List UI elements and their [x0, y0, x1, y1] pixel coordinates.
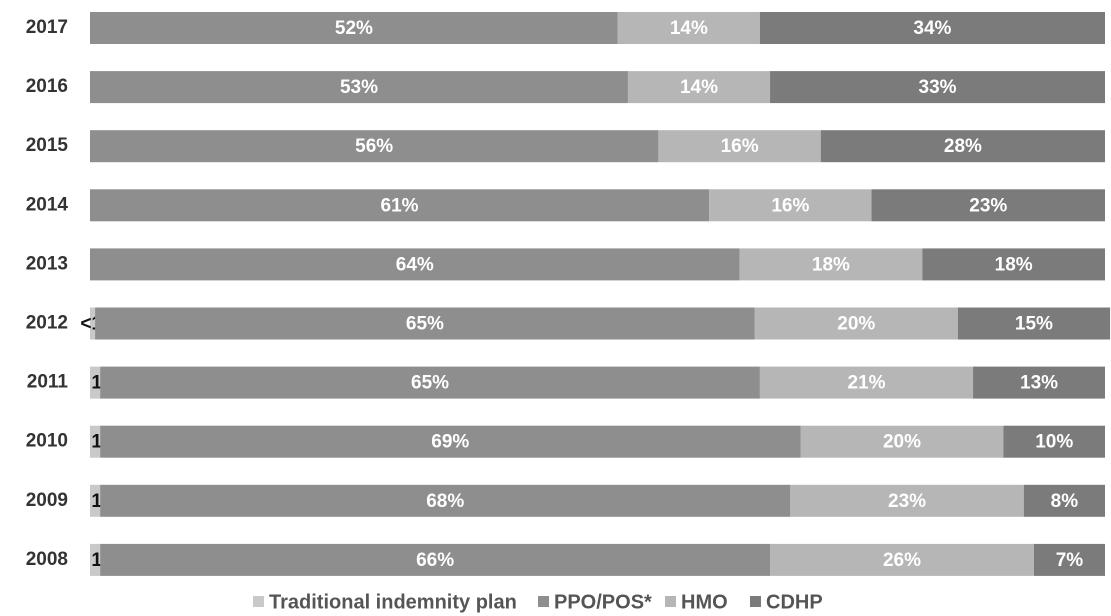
value-label: 52% [335, 18, 373, 39]
value-label: 7% [1056, 550, 1084, 571]
value-label: 1 [91, 491, 102, 512]
y-tick-label: 2017 [26, 17, 68, 38]
value-label: 1 [91, 432, 102, 453]
bar-segment [759, 12, 1105, 44]
y-tick-label: 2014 [26, 194, 69, 215]
bar-segment [617, 12, 760, 44]
y-tick-label: 2010 [26, 431, 68, 452]
bar-segment [871, 189, 1105, 222]
value-label: 10% [1035, 432, 1073, 453]
bar-segment [709, 189, 872, 222]
bar-segment [1033, 543, 1105, 576]
value-label: 18% [995, 254, 1033, 275]
y-tick-label: 2008 [26, 549, 68, 570]
value-label: 13% [1020, 373, 1058, 394]
bar-segment [1023, 484, 1105, 517]
bar-segment [90, 543, 101, 576]
value-label: 23% [888, 491, 926, 512]
bar-segment [754, 307, 958, 340]
legend-label: HMO [681, 591, 728, 613]
bar-segment [90, 12, 618, 44]
bar-segment [922, 248, 1105, 281]
bar-segment [100, 366, 760, 399]
value-label: 16% [721, 136, 759, 157]
bar-segment [90, 425, 101, 458]
value-label: 14% [680, 77, 718, 98]
value-label: 68% [426, 491, 464, 512]
bar-segment [770, 543, 1034, 576]
bar-segment [973, 366, 1105, 399]
value-label: 56% [355, 136, 393, 157]
value-label: 65% [411, 373, 449, 394]
bar-segment [658, 130, 821, 163]
bar-segment [800, 425, 1004, 458]
bar-segment [90, 248, 740, 281]
legend-label: Traditional indemnity plan [269, 591, 517, 613]
bar-segment [739, 248, 923, 281]
value-label: 53% [340, 77, 378, 98]
bar-segment [790, 484, 1024, 517]
value-label: 8% [1051, 491, 1079, 512]
value-label: 64% [396, 254, 434, 275]
value-label: 33% [919, 77, 957, 98]
bar-segment [820, 130, 1105, 163]
legend-swatch [750, 596, 761, 607]
bar-segment [759, 366, 974, 399]
y-tick-label: 2015 [26, 135, 69, 156]
value-label: 26% [883, 550, 921, 571]
y-tick-label: 2012 [26, 313, 68, 334]
y-tick-label: 2013 [26, 253, 68, 274]
bar-segment [90, 366, 101, 399]
bar-segment [90, 71, 628, 104]
value-label: 69% [431, 432, 469, 453]
value-label: 23% [969, 195, 1007, 216]
bar-segment [100, 484, 791, 517]
value-label: 14% [670, 18, 708, 39]
value-label: 20% [837, 314, 875, 335]
bar-segment [627, 71, 771, 104]
y-tick-label: 2016 [26, 76, 68, 97]
y-tick-label: 2009 [26, 490, 68, 511]
value-label: 61% [381, 195, 419, 216]
value-label: 15% [1015, 314, 1053, 335]
bar-segment [100, 543, 771, 576]
value-label: 20% [883, 432, 921, 453]
bar-segment [90, 307, 96, 340]
value-label: 28% [944, 136, 982, 157]
value-label: 34% [913, 18, 951, 39]
bar-segment [957, 307, 1111, 340]
legend-swatch [665, 596, 676, 607]
bar-segment [100, 425, 801, 458]
value-label: 65% [406, 314, 444, 335]
bar-segment [90, 130, 659, 163]
bar-segment [1003, 425, 1105, 458]
value-label: 16% [771, 195, 809, 216]
legend-swatch [253, 596, 264, 607]
value-label: 66% [416, 550, 454, 571]
bar-segment [95, 307, 755, 340]
value-label: 1 [91, 373, 102, 394]
value-label: 21% [847, 373, 885, 394]
legend-swatch [538, 596, 549, 607]
value-label: 18% [812, 254, 850, 275]
legend-label: PPO/POS* [554, 591, 652, 613]
bar-segment [90, 189, 710, 222]
y-tick-label: 2011 [27, 372, 69, 393]
value-label: 1 [91, 550, 102, 571]
bar-segment [770, 71, 1105, 104]
legend-label: CDHP [766, 591, 823, 613]
bar-segment [90, 484, 101, 517]
